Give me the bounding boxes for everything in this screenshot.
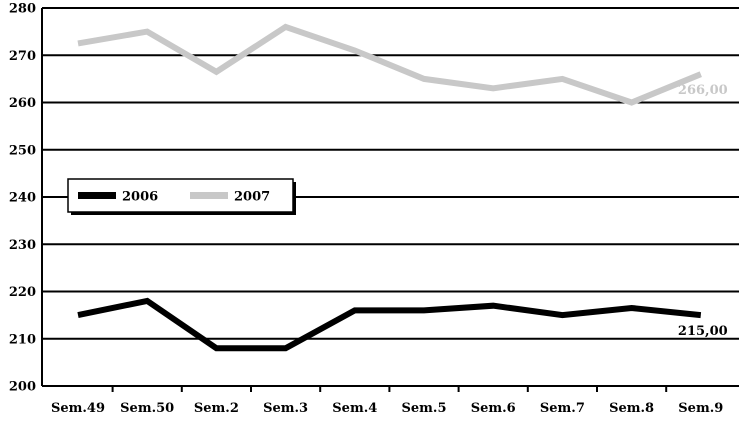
y-tick-label: 200 — [9, 380, 36, 395]
x-tick-label: Sem.3 — [263, 401, 308, 416]
series-line-2007 — [78, 27, 701, 103]
y-tick-label: 280 — [9, 2, 36, 17]
legend-label-2006: 2006 — [122, 190, 158, 205]
y-tick-label: 210 — [9, 332, 36, 347]
x-tick-label: Sem.8 — [609, 401, 654, 416]
grid-lines — [42, 8, 739, 339]
end-label-2007: 266,00 — [678, 83, 728, 98]
legend-label-2007: 2007 — [234, 190, 270, 205]
y-tick-labels: 200 210 220 230 240 250 260 270 280 — [9, 2, 36, 395]
x-tick-label: Sem.2 — [194, 401, 239, 416]
y-tick-label: 260 — [9, 96, 36, 111]
x-tick-label: Sem.5 — [402, 401, 447, 416]
end-label-2006: 215,00 — [678, 324, 728, 339]
end-labels: 266,00 215,00 — [678, 83, 728, 339]
y-tick-label: 250 — [9, 143, 36, 158]
y-tick-label: 220 — [9, 285, 36, 300]
x-tick-label: Sem.9 — [678, 401, 723, 416]
x-tick-label: Sem.50 — [120, 401, 174, 416]
x-tick-label: Sem.7 — [540, 401, 585, 416]
y-tick-label: 230 — [9, 238, 36, 253]
legend: 2006 2007 — [68, 179, 296, 215]
x-tick-label: Sem.6 — [471, 401, 516, 416]
y-tick-label: 240 — [9, 191, 36, 206]
y-tick-label: 270 — [9, 49, 36, 64]
series-line-2006 — [78, 301, 701, 348]
x-tick-label: Sem.4 — [332, 401, 377, 416]
x-tick-labels: Sem.49 Sem.50 Sem.2 Sem.3 Sem.4 Sem.5 Sem.6 Sem… — [51, 401, 723, 416]
x-tick-label: Sem.49 — [51, 401, 105, 416]
